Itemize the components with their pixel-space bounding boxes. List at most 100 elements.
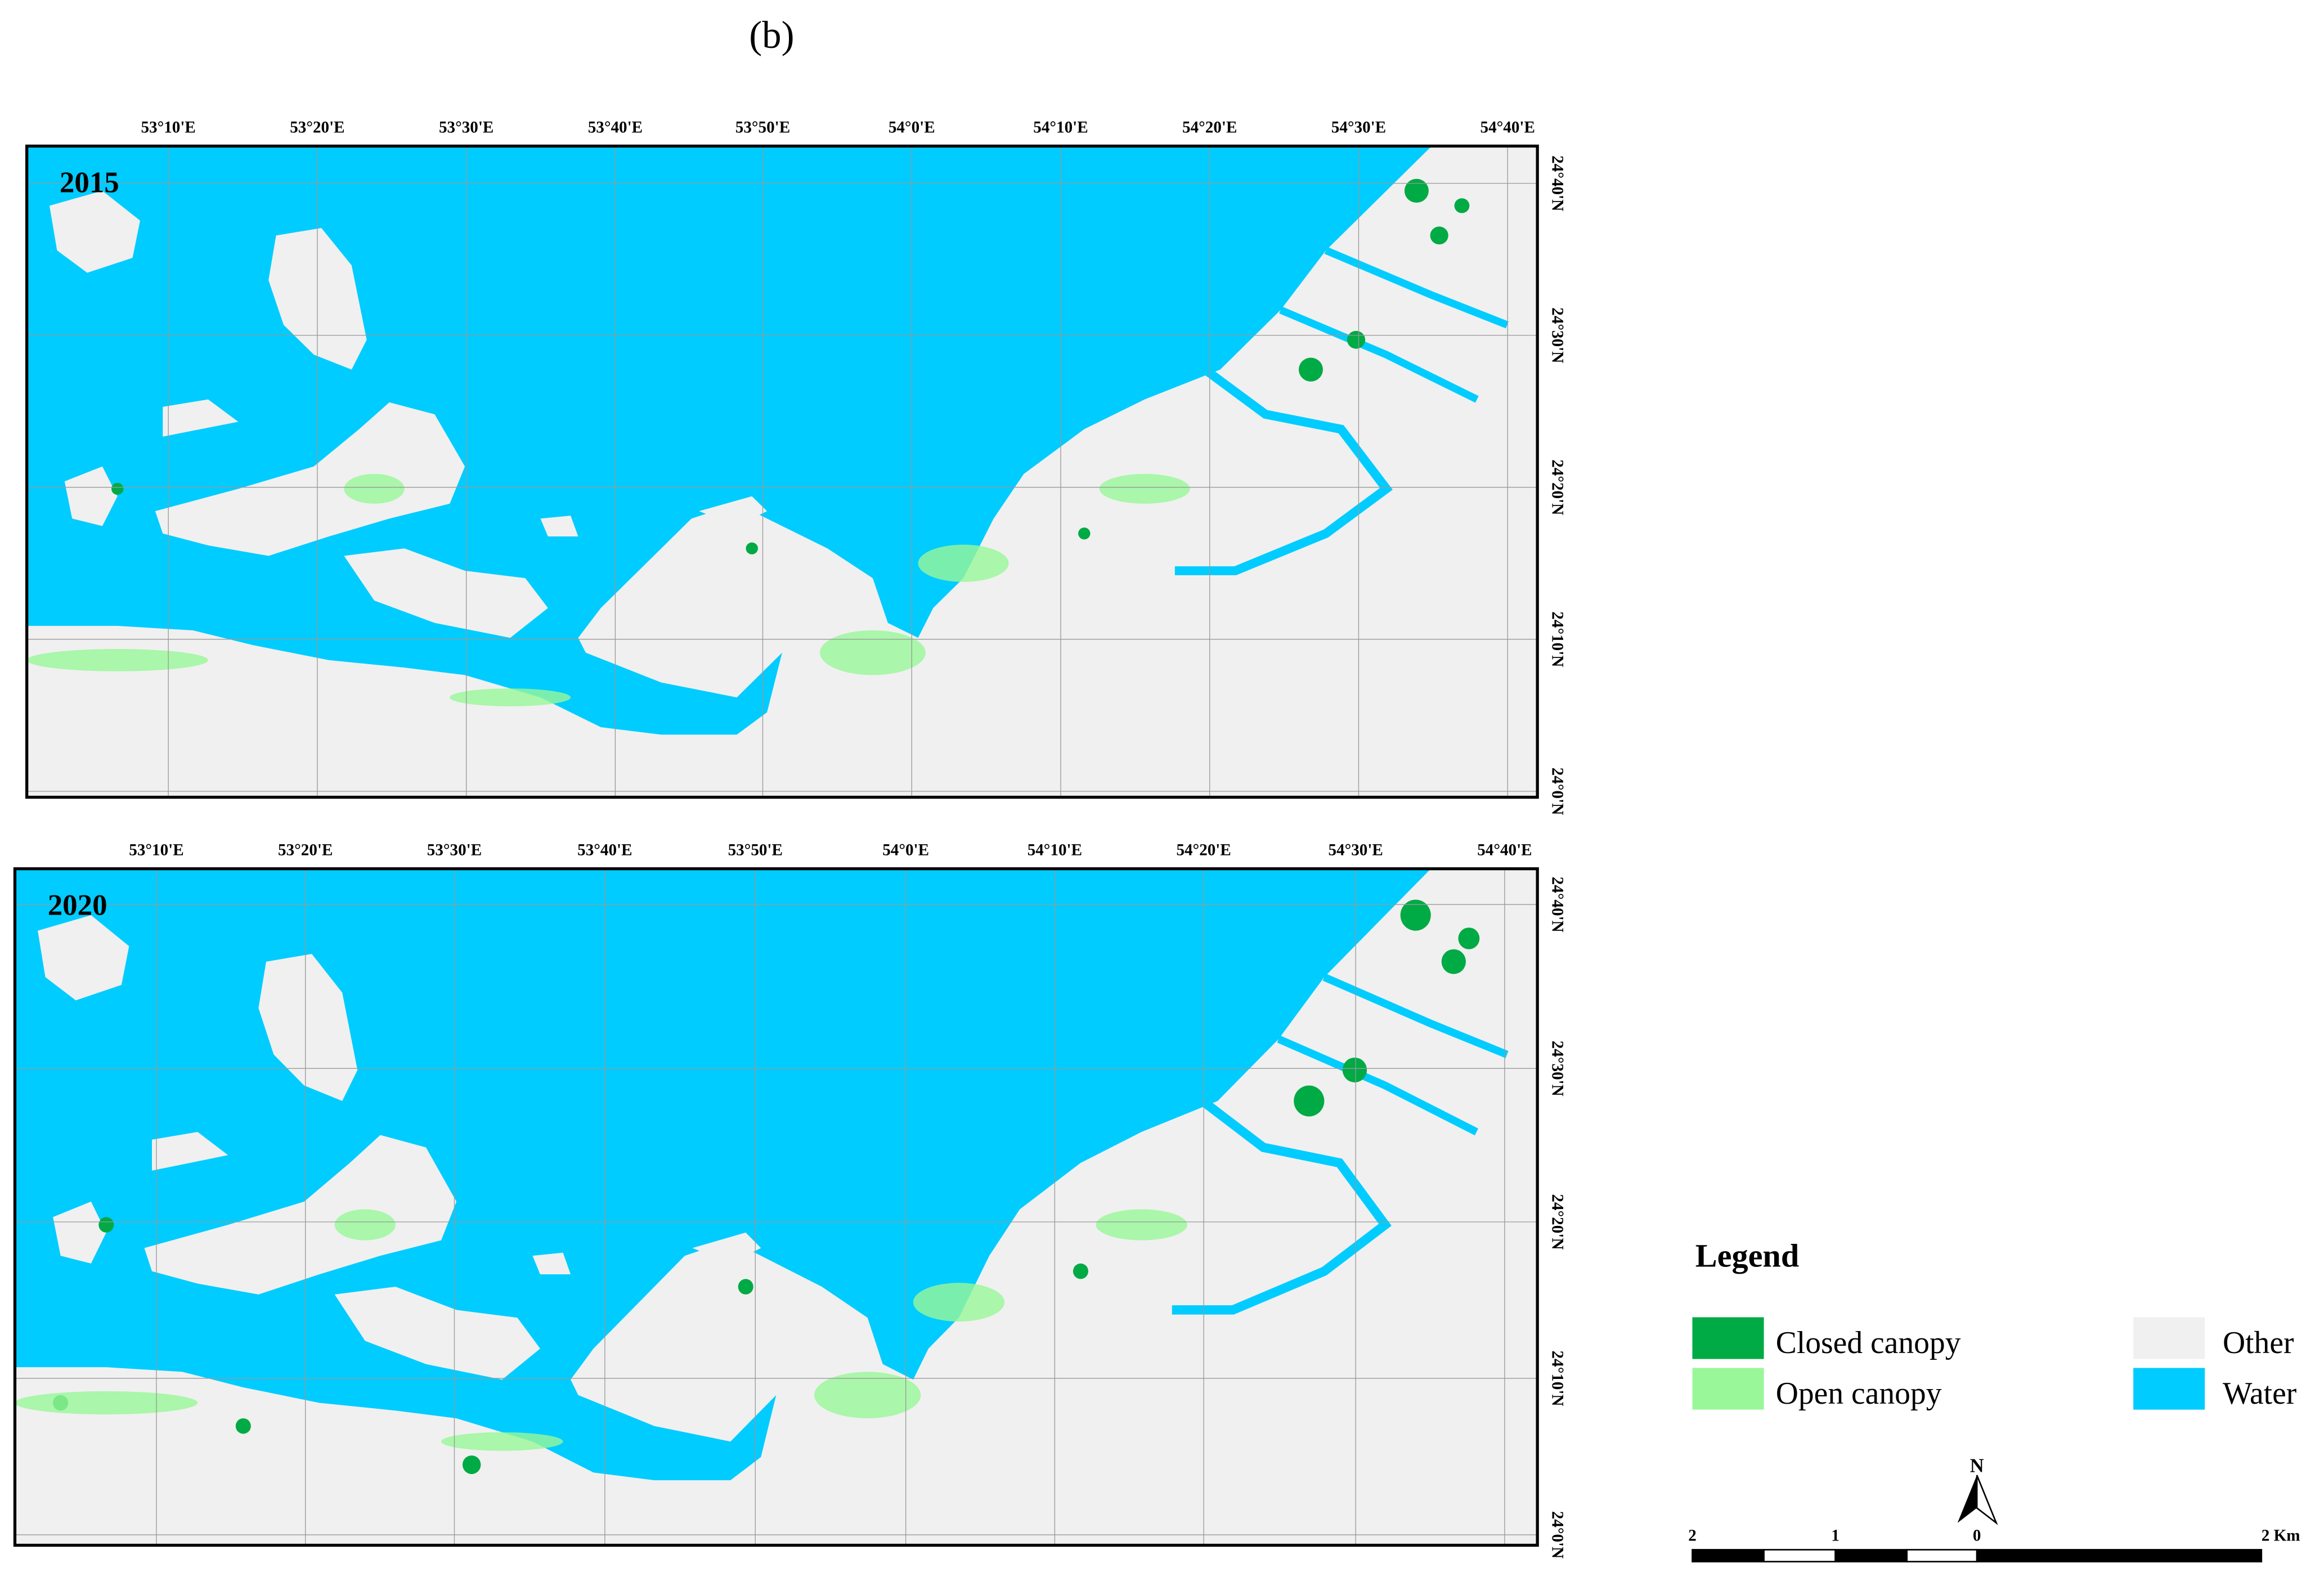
legend-label: Open canopy	[1776, 1376, 1942, 1411]
island	[155, 402, 465, 556]
channel	[1279, 247, 1509, 403]
open-canopy-patch	[450, 688, 571, 706]
scale-segment	[1763, 1549, 1836, 1562]
longitude-label: 53°30'E	[427, 841, 482, 859]
channel	[1174, 366, 1393, 576]
scale-label: 2 Km	[2262, 1527, 2300, 1545]
scale-segment	[1976, 1549, 2263, 1562]
open-canopy-patch	[918, 544, 1009, 582]
scale-segment	[1834, 1549, 1908, 1562]
longitude-label: 54°10'E	[1028, 841, 1082, 859]
island	[151, 1132, 228, 1171]
latitude-label: 24°30'N	[1549, 1041, 1567, 1096]
open-canopy-patch	[344, 473, 405, 504]
closed-canopy-patch	[1347, 330, 1366, 349]
closed-canopy-patch	[1458, 928, 1480, 949]
island	[64, 466, 118, 526]
legend-title: Legend	[1695, 1237, 1799, 1274]
open-canopy-patch	[820, 630, 926, 675]
latitude-label: 24°20'N	[1549, 459, 1567, 515]
closed-canopy-patch	[462, 1455, 481, 1474]
north-label: N	[1970, 1455, 1984, 1477]
arrow-shape	[1957, 1475, 1977, 1523]
longitude-label: 53°20'E	[278, 841, 333, 859]
map-shapes	[26, 146, 1538, 798]
legend-swatch	[2133, 1368, 2205, 1410]
island	[258, 953, 358, 1101]
longitude-label: 53°40'E	[577, 841, 632, 859]
channel	[1172, 1097, 1392, 1315]
arrow-shape	[1976, 1475, 1998, 1525]
closed-canopy-patch	[738, 1279, 753, 1295]
longitude-label: 53°50'E	[735, 119, 790, 137]
closed-canopy-patch	[1454, 198, 1470, 213]
island	[49, 190, 140, 273]
figure-label: (b)	[749, 14, 794, 56]
map-frame	[25, 144, 1539, 799]
closed-canopy-patch	[1400, 899, 1431, 931]
closed-canopy-patch	[1430, 226, 1448, 245]
island	[163, 399, 239, 437]
panel-year: 2015	[60, 167, 119, 199]
legend-swatch	[1692, 1317, 1764, 1359]
open-canopy-patch	[1096, 1209, 1187, 1240]
panel-year: 2020	[48, 889, 107, 922]
island	[540, 496, 768, 537]
open-canopy-patch	[441, 1432, 563, 1451]
longitude-label: 53°30'E	[439, 119, 493, 137]
legend-label: Other	[2223, 1325, 2294, 1360]
open-canopy-patch	[913, 1283, 1005, 1322]
closed-canopy-patch	[235, 1418, 251, 1434]
open-canopy-patch	[1099, 473, 1190, 504]
map-frame	[13, 867, 1539, 1547]
legend-swatch	[2133, 1317, 2205, 1359]
latitude-label: 24°40'N	[1549, 155, 1567, 211]
island	[344, 548, 548, 638]
longitude-label: 54°0'E	[889, 119, 935, 137]
longitude-label: 54°20'E	[1182, 119, 1237, 137]
scale-label: 1	[1831, 1527, 1840, 1545]
latitude-label: 24°40'N	[1549, 877, 1567, 933]
closed-canopy-patch	[1404, 178, 1429, 203]
legend-swatch	[1692, 1368, 1764, 1410]
open-canopy-patch	[334, 1209, 396, 1240]
longitude-label: 54°30'E	[1328, 841, 1383, 859]
scale-label: 2	[1688, 1527, 1697, 1545]
latitude-label: 24°30'N	[1549, 307, 1567, 363]
map-panel: 2015 53°10'E 53°20'E 53°30'E 53°40'E 53°50'E 5…	[25, 119, 1567, 815]
latitude-label: 24°0'N	[1549, 1511, 1567, 1558]
north-arrow: N	[1957, 1455, 1998, 1525]
longitude-label: 54°10'E	[1033, 119, 1088, 137]
closed-canopy-patch	[1342, 1058, 1367, 1083]
closed-canopy-patch	[746, 542, 758, 554]
latitude-label: 24°20'N	[1549, 1194, 1567, 1249]
scale-segment	[1906, 1549, 1978, 1562]
map-area	[15, 868, 1538, 1546]
longitude-label: 54°0'E	[882, 841, 929, 859]
map-shapes	[15, 868, 1538, 1546]
legend-label: Closed canopy	[1776, 1325, 1961, 1360]
closed-canopy-patch	[1294, 1085, 1325, 1117]
closed-canopy-patch	[111, 482, 124, 495]
island	[38, 915, 129, 1001]
scale-label: 0	[1973, 1527, 1981, 1545]
island	[334, 1287, 540, 1380]
closed-canopy-patch	[1441, 949, 1466, 974]
longitude-label: 54°40'E	[1477, 841, 1532, 859]
map-area	[26, 146, 1538, 798]
latitude-label: 24°10'N	[1549, 611, 1567, 667]
longitude-label: 53°50'E	[728, 841, 783, 859]
island	[144, 1135, 457, 1295]
closed-canopy-patch	[98, 1217, 114, 1233]
longitude-label: 54°20'E	[1176, 841, 1231, 859]
island	[53, 1201, 106, 1264]
longitude-label: 53°40'E	[588, 119, 643, 137]
open-canopy-patch	[26, 649, 208, 671]
legend-label: Water	[2223, 1376, 2297, 1411]
longitude-label: 54°30'E	[1331, 119, 1386, 137]
latitude-label: 24°0'N	[1549, 768, 1567, 815]
closed-canopy-patch	[1078, 527, 1091, 540]
closed-canopy-patch	[1299, 357, 1323, 382]
channel	[1277, 973, 1509, 1136]
